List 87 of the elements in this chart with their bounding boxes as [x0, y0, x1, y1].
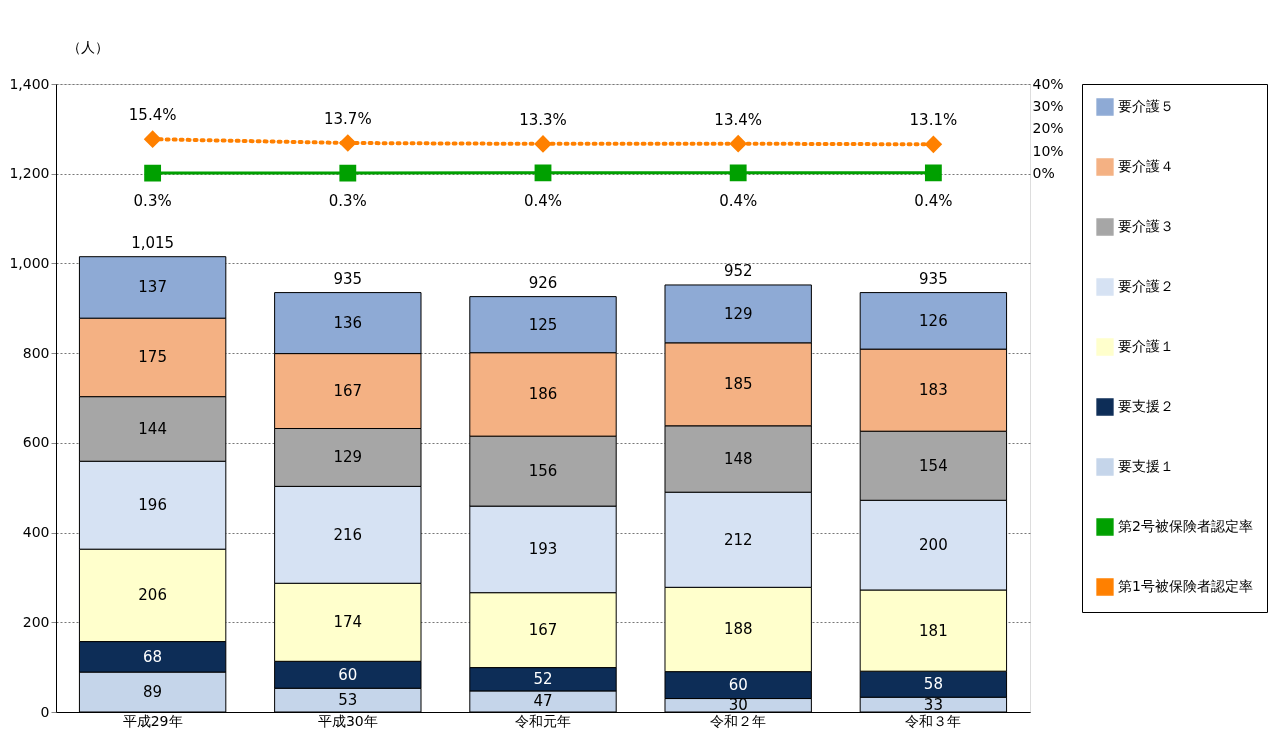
point [534, 135, 552, 153]
x-tick-label: 令和３年 [905, 712, 962, 729]
total-label: 935 [333, 269, 363, 288]
data-label: 52 [533, 670, 553, 689]
y2-tick-label: 0% [1032, 165, 1055, 182]
point [924, 164, 942, 182]
legend-label: 要介護１ [1118, 338, 1174, 354]
data-label: 33 [923, 695, 943, 714]
total-label: 952 [723, 261, 753, 280]
data-label: 137 [138, 278, 167, 297]
x-tick-label: 令和２年 [710, 712, 767, 729]
data-label: 53 [338, 691, 358, 710]
point [339, 134, 357, 152]
data-label: 13.1% [909, 111, 958, 130]
data-label: 174 [333, 613, 363, 632]
y2-tick-label: 30% [1032, 97, 1064, 114]
data-label: 68 [143, 647, 163, 666]
data-label: 129 [333, 448, 363, 467]
data-label: 0.3% [328, 192, 367, 211]
legend-label: 要支援１ [1118, 458, 1174, 474]
data-label: 193 [528, 540, 558, 559]
data-label: 125 [528, 315, 558, 334]
data-label: 183 [919, 381, 948, 400]
y-tick-label: 800 [22, 344, 50, 361]
y2-tick-label: 10% [1032, 142, 1064, 159]
y2-tick-label: 20% [1032, 120, 1064, 137]
legend-label: 要介護２ [1118, 278, 1174, 294]
y-tick-label: 1,200 [9, 165, 50, 182]
point [729, 164, 747, 182]
data-label: 126 [919, 311, 948, 330]
legend-label: 第1号被保険者認定率 [1118, 578, 1253, 594]
y-tick-label: 200 [22, 613, 50, 630]
y-tick-label: 400 [22, 524, 50, 541]
data-label: 58 [923, 675, 943, 694]
total-label: 1,015 [131, 233, 175, 252]
data-label: 167 [333, 382, 363, 401]
data-label: 181 [919, 621, 948, 640]
data-label: 200 [919, 536, 948, 555]
x-tick-label: 平成30年 [317, 712, 378, 729]
data-label: 148 [723, 450, 753, 469]
data-label: 206 [138, 586, 167, 605]
y-tick-label: 1,400 [9, 75, 50, 92]
y2-tick-label: 40% [1032, 75, 1064, 92]
y-axis-title: （人） [66, 38, 109, 55]
data-label: 47 [533, 692, 553, 711]
data-label: 216 [333, 525, 363, 544]
data-label: 185 [723, 375, 753, 394]
data-label: 175 [138, 348, 167, 367]
data-label: 60 [338, 665, 358, 684]
data-label: 13.4% [714, 110, 763, 129]
data-label: 156 [528, 462, 558, 481]
point [534, 164, 552, 182]
y-tick-label: 0 [40, 703, 50, 720]
data-label: 186 [528, 385, 558, 404]
data-label: 129 [723, 304, 753, 323]
legend-label: 要介護４ [1118, 158, 1174, 174]
data-label: 167 [528, 621, 558, 640]
data-label: 13.3% [519, 110, 567, 129]
data-label: 212 [723, 530, 753, 549]
total-label: 926 [528, 273, 558, 292]
data-label: 188 [723, 620, 753, 639]
data-label: 89 [143, 683, 163, 702]
y-tick-label: 600 [22, 434, 50, 451]
data-label: 60 [728, 676, 748, 695]
x-tick-label: 令和元年 [515, 712, 571, 729]
point [924, 135, 942, 153]
point [729, 135, 747, 153]
data-label: 144 [138, 419, 167, 438]
data-label: 15.4% [128, 106, 177, 125]
point [144, 130, 162, 148]
legend-label: 第2号被保険者認定率 [1118, 518, 1253, 534]
data-label: 0.4% [523, 191, 563, 210]
point [339, 164, 357, 182]
data-label: 0.4% [914, 191, 953, 210]
point [144, 164, 162, 182]
data-label: 136 [333, 314, 363, 333]
data-label: 0.3% [133, 192, 172, 211]
x-tick-label: 平成29年 [122, 712, 183, 729]
data-label: 13.7% [323, 109, 372, 128]
data-label: 196 [138, 496, 167, 515]
legend-label: 要支援２ [1118, 398, 1174, 414]
legend-label: 要介護５ [1118, 98, 1174, 114]
y-tick-label: 1,000 [9, 254, 50, 271]
data-label: 0.4% [719, 191, 758, 210]
total-label: 935 [919, 269, 948, 288]
legend-label: 要介護３ [1118, 218, 1174, 234]
data-label: 154 [919, 456, 948, 475]
